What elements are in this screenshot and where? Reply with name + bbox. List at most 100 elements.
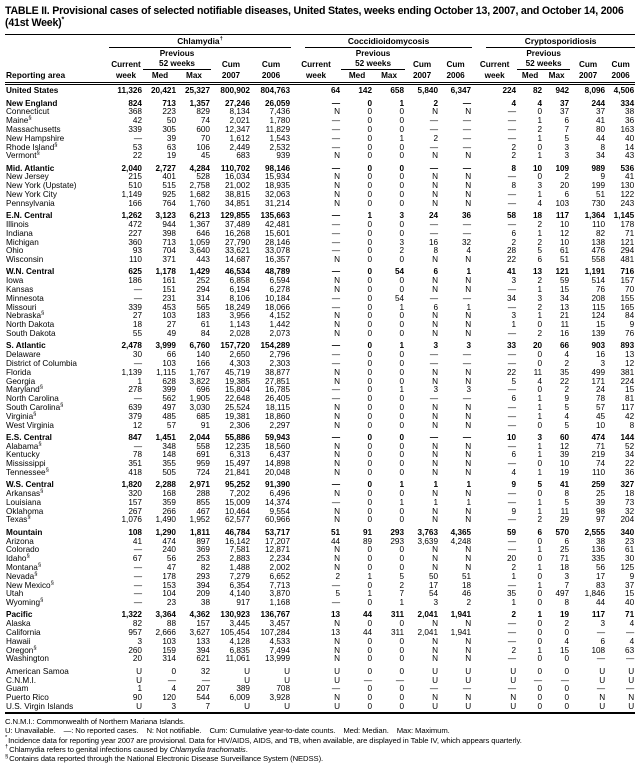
value-cell: 2 <box>511 562 517 572</box>
region-row: S. Atlantic 2,478 3,999 6,760 157,720 154,289… <box>5 339 635 351</box>
value-cell: 74 <box>200 116 210 126</box>
value-cell: 1 <box>537 394 543 404</box>
value-cell: 0 <box>367 580 373 590</box>
value-cell: 2,021 <box>229 116 251 126</box>
value-cell: N <box>465 172 472 182</box>
value-cell: — <box>167 675 176 685</box>
value-cell: 44 <box>362 628 373 638</box>
value-cell: 2 <box>564 172 570 182</box>
value-cell: 0 <box>537 536 543 546</box>
value-cell: 1,767 <box>189 367 211 377</box>
value-cell: 0 <box>367 163 373 173</box>
value-cell: 1 <box>466 302 472 312</box>
reporting-area-cell: Connecticut <box>6 107 50 117</box>
value-cell: — <box>331 116 341 126</box>
value-cell: — <box>331 385 341 395</box>
value-cell: — <box>133 598 142 608</box>
value-cell: N <box>465 276 472 286</box>
value-cell: 443 <box>196 255 210 265</box>
value-cell: 51 <box>596 190 606 200</box>
value-cell: 4 <box>629 636 635 646</box>
value-cell: 0 <box>537 358 543 368</box>
value-cell: 98 <box>596 506 606 516</box>
value-cell: 19 <box>560 467 570 477</box>
region-row: Mid. Atlantic 2,040 2,727 4,284 110,702 98,14… <box>5 161 635 173</box>
value-cell: 2,650 <box>229 350 251 360</box>
value-cell: 11 <box>560 320 570 330</box>
area-row: Illinois 472 944 1,367 37,489 42,481 — 0 0 — — — 2 10… <box>5 219 635 230</box>
value-cell: 293 <box>390 527 405 537</box>
value-cell: 32 <box>625 506 635 516</box>
value-cell: 110,702 <box>220 163 250 173</box>
value-cell: 117 <box>591 610 606 620</box>
value-cell: — <box>331 293 341 303</box>
value-cell: 800,902 <box>220 86 250 96</box>
value-cell: 42,481 <box>265 219 291 229</box>
value-cell: N <box>334 562 341 572</box>
value-cell: 20 <box>533 341 543 351</box>
value-cell: 13,999 <box>265 654 291 664</box>
value-cell: 0 <box>367 98 373 108</box>
reporting-area-cell: Minnesota <box>6 293 44 303</box>
value-cell: 278 <box>128 385 142 395</box>
footnote-line: †Chlamydia refers to genital infections … <box>5 744 248 754</box>
value-cell: N <box>432 376 439 386</box>
year-2006-label: 2006 <box>446 70 465 80</box>
value-cell: 18 <box>533 211 543 221</box>
value-cell: 1,168 <box>269 598 291 608</box>
value-cell: 713 <box>162 98 176 108</box>
value-cell: 0 <box>537 172 543 182</box>
value-cell: 91 <box>200 420 210 430</box>
notifiable-diseases-table: Reporting area Chlamydia† Coccidioidomyc… <box>5 33 636 714</box>
value-cell: N <box>334 276 341 286</box>
value-cell: 942 <box>555 86 570 96</box>
value-cell: U <box>334 675 341 685</box>
value-cell: 0 <box>367 311 373 321</box>
value-cell: 944 <box>162 219 176 229</box>
value-cell: N <box>465 467 472 477</box>
value-cell: 91,390 <box>265 480 291 490</box>
reporting-area-cell: E.N. Central <box>6 211 53 221</box>
value-cell: 34 <box>625 450 635 460</box>
value-cell: 293 <box>196 571 210 581</box>
value-cell: 2 <box>399 580 405 590</box>
value-cell: 0 <box>367 441 373 451</box>
value-cell: 514 <box>591 276 606 286</box>
value-cell: 0 <box>367 190 373 200</box>
value-cell: — <box>331 98 341 108</box>
value-cell: 89 <box>362 536 373 546</box>
value-cell: N <box>432 562 439 572</box>
value-cell: 27,246 <box>224 98 250 108</box>
value-cell: 17,207 <box>265 536 291 546</box>
value-cell: 8 <box>433 246 439 256</box>
value-cell: — <box>507 441 517 451</box>
max-label: Max <box>548 70 565 80</box>
value-cell: 7,581 <box>229 545 251 555</box>
value-cell: 824 <box>128 98 142 108</box>
value-cell: 0 <box>399 116 405 126</box>
value-cell: 2,288 <box>155 480 177 490</box>
value-cell: 35 <box>560 367 570 377</box>
value-cell: N <box>334 151 341 161</box>
region-row: Pacific 1,322 3,364 4,362 130,923 136,767 13 44… <box>5 608 635 620</box>
value-cell: 476 <box>591 246 606 256</box>
area-row: District of Columbia — 103 166 4,303 2,303 — 0 0… <box>5 358 635 369</box>
value-cell: 13 <box>330 610 341 620</box>
value-cell: 46,534 <box>224 267 250 277</box>
value-cell: 855 <box>196 497 210 507</box>
value-cell: 0 <box>399 467 405 477</box>
value-cell: 1 <box>537 580 543 590</box>
value-cell: 26,059 <box>265 98 291 108</box>
value-cell: 40 <box>625 598 635 608</box>
value-cell: 14 <box>625 142 635 152</box>
value-cell: 130 <box>620 181 635 191</box>
value-cell: 45 <box>596 411 606 421</box>
value-cell: 267 <box>128 506 142 516</box>
value-cell: 35 <box>507 589 517 599</box>
value-cell: 13 <box>625 350 635 360</box>
value-cell: — <box>133 441 142 451</box>
value-cell: 6,652 <box>269 571 291 581</box>
value-cell: — <box>507 402 517 412</box>
value-cell: 0 <box>399 228 405 238</box>
value-cell: 6,858 <box>229 276 251 286</box>
